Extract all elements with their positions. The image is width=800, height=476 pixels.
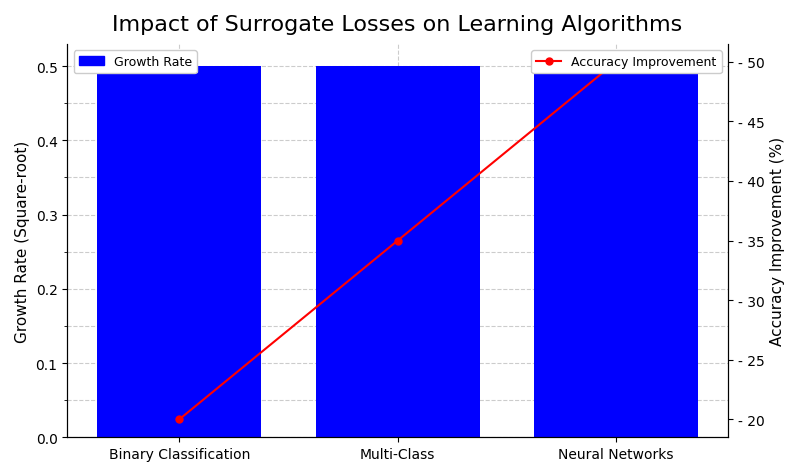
Y-axis label: Growth Rate (Square-root): Growth Rate (Square-root): [15, 140, 30, 342]
Bar: [534, 67, 698, 437]
Legend: Growth Rate: Growth Rate: [74, 51, 197, 74]
Title: Impact of Surrogate Losses on Learning Algorithms: Impact of Surrogate Losses on Learning A…: [113, 15, 682, 35]
Y-axis label: Accuracy Improvement (%): Accuracy Improvement (%): [770, 137, 785, 346]
Bar: [98, 67, 261, 437]
Bar: [316, 67, 479, 437]
Legend: Accuracy Improvement: Accuracy Improvement: [531, 51, 722, 74]
